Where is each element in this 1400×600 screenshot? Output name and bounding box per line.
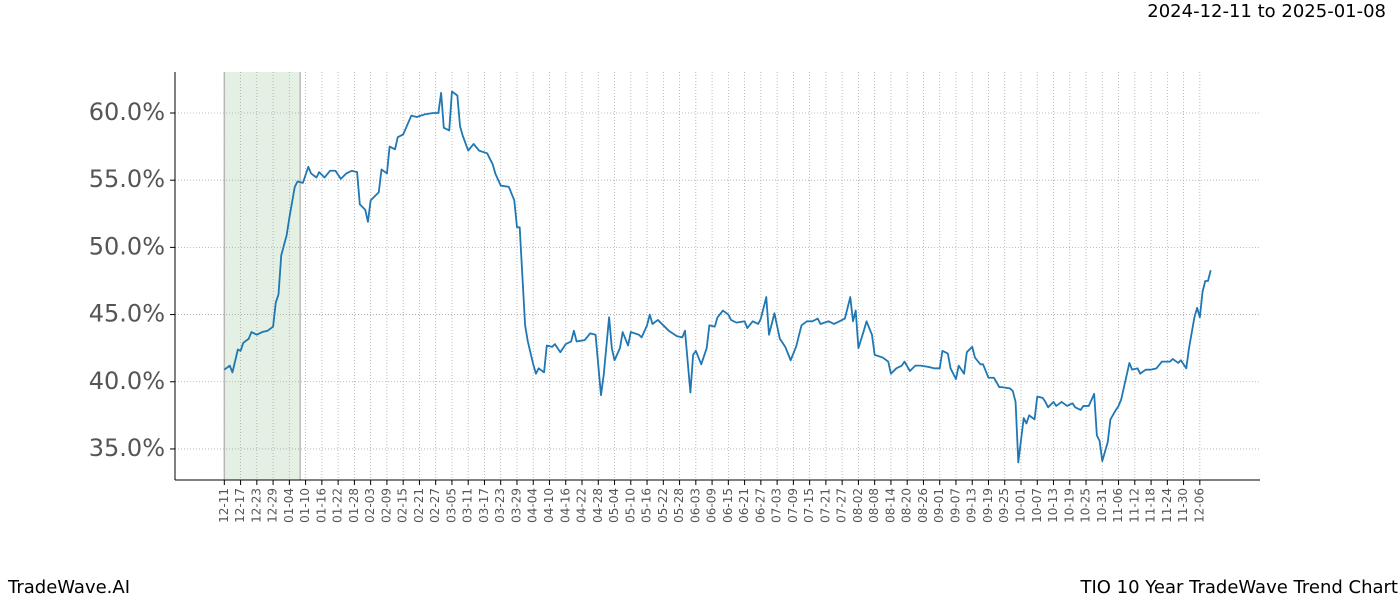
x-tick-label: 06-21 [737,488,751,523]
x-tick-label: 01-28 [347,488,361,523]
x-tick-label: 08-26 [916,488,930,523]
x-tick-label: 03-29 [509,488,523,523]
x-tick-label: 12-29 [266,488,280,523]
highlight-span [224,72,301,480]
x-tick-label: 01-04 [282,488,296,523]
x-tick-label: 02-15 [396,488,410,523]
x-tick-label: 01-16 [314,488,328,523]
x-tick-label: 04-10 [542,488,556,523]
x-tick-label: 02-27 [428,488,442,523]
x-tick-label: 03-17 [477,488,491,523]
x-tick-label: 12-11 [217,488,231,523]
x-tick-label: 07-03 [770,488,784,523]
x-tick-label: 09-07 [948,488,962,523]
x-tick-label: 01-22 [331,488,345,523]
x-tick-label: 07-09 [786,488,800,523]
x-tick-label: 10-19 [1062,488,1076,523]
x-tick-label: 12-17 [233,488,247,523]
trend-line [223,90,1212,464]
x-tick-label: 10-01 [1013,488,1027,523]
x-tick-label: 07-15 [802,488,816,523]
footer-left: TradeWave.AI [7,577,130,598]
chart-title: 2024-12-11 to 2025-01-08 [1147,1,1386,22]
x-tick-label: 05-16 [640,488,654,523]
x-tick-label: 08-08 [867,488,881,523]
footer-right: TIO 10 Year TradeWave Trend Chart [1079,577,1398,598]
y-tick-label: 60.0% [89,98,165,126]
x-tick-label: 03-11 [461,488,475,523]
x-tick-label: 08-20 [900,488,914,523]
x-tick-label: 10-25 [1079,488,1093,523]
x-tick-label: 11-24 [1160,488,1174,523]
x-tick-label: 10-13 [1046,488,1060,523]
y-tick-label: 35.0% [89,434,165,462]
x-tick-label: 11-06 [1111,488,1125,523]
x-tick-label: 05-28 [672,488,686,523]
x-tick-label: 04-28 [591,488,605,523]
x-tick-label: 05-22 [656,488,670,523]
x-tick-label: 06-15 [721,488,735,523]
x-tick-label: 09-25 [997,488,1011,523]
x-tick-label: 04-04 [526,488,540,523]
y-tick-label: 45.0% [89,300,165,328]
x-tick-label: 07-21 [818,488,832,523]
x-tick-label: 04-22 [575,488,589,523]
x-tick-label: 05-10 [623,488,637,523]
x-tick-label: 06-09 [705,488,719,523]
x-tick-label: 04-16 [558,488,572,523]
x-tick-label: 12-06 [1192,488,1206,523]
x-tick-label: 07-27 [835,488,849,523]
x-tick-label: 12-23 [249,488,263,523]
x-tick-label: 06-03 [688,488,702,523]
x-tick-label: 02-09 [379,488,393,523]
x-tick-label: 11-12 [1127,488,1141,523]
x-tick-label: 10-07 [1030,488,1044,523]
y-tick-label: 40.0% [89,367,165,395]
x-tick-label: 02-21 [412,488,426,523]
y-tick-label: 55.0% [89,165,165,193]
x-tick-label: 09-19 [981,488,995,523]
x-tick-label: 01-10 [298,488,312,523]
x-tick-label: 08-02 [851,488,865,523]
x-tick-label: 06-27 [753,488,767,523]
x-tick-label: 08-14 [883,488,897,523]
x-tick-label: 09-01 [932,488,946,523]
x-tick-label: 10-31 [1095,488,1109,523]
x-tick-label: 11-30 [1176,488,1190,523]
x-tick-label: 09-13 [965,488,979,523]
y-tick-label: 50.0% [89,232,165,260]
x-tick-label: 02-03 [363,488,377,523]
x-tick-label: 03-23 [493,488,507,523]
x-tick-label: 03-05 [444,488,458,523]
x-tick-label: 11-18 [1144,488,1158,523]
x-tick-label: 05-04 [607,488,621,523]
